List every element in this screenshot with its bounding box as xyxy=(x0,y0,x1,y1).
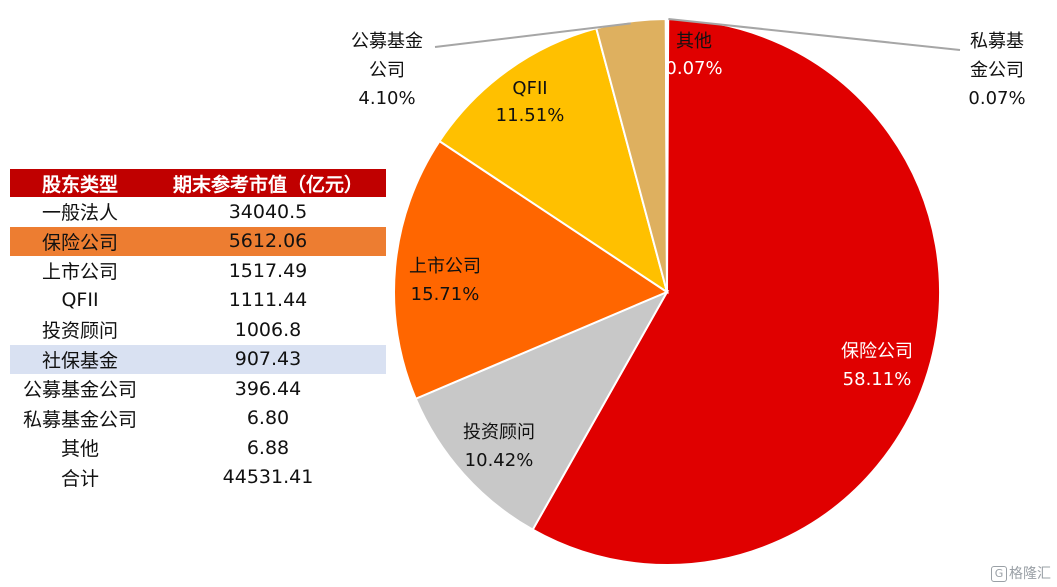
table-row: 保险公司 5612.06 xyxy=(10,226,386,256)
watermark: G 格隆汇 xyxy=(991,563,1051,583)
label-other-name: 其他 xyxy=(676,31,712,52)
row-type: 一般法人 xyxy=(41,202,118,225)
label-qfii-name: QFII xyxy=(512,78,547,99)
row-value: 6.88 xyxy=(246,436,290,459)
row-value: 1006.8 xyxy=(234,318,302,341)
label-private-fund-name: 私募基 xyxy=(970,31,1024,52)
header-value: 期末参考市值（亿元） xyxy=(172,173,363,196)
row-type: 投资顾问 xyxy=(41,320,118,343)
row-value: 1111.44 xyxy=(228,289,308,312)
leader-line-public-fund xyxy=(434,22,631,48)
label-listed-percent: 15.71% xyxy=(411,284,480,305)
label-public-fund-percent: 4.10% xyxy=(358,88,415,109)
row-type: 其他 xyxy=(60,438,99,461)
leader-line-private-fund xyxy=(668,18,961,51)
row-value: 5612.06 xyxy=(228,230,308,253)
pie-slice xyxy=(531,17,941,566)
pie-slice xyxy=(414,289,670,532)
row-type: 社保基金 xyxy=(41,349,118,372)
table-row: 上市公司 1517.49 xyxy=(10,256,386,286)
header-type: 股东类型 xyxy=(41,173,118,196)
pie-slice xyxy=(393,139,670,401)
label-private-fund-name-2: 金公司 xyxy=(970,60,1024,81)
row-value: 396.44 xyxy=(234,377,302,400)
table-row: 合计 44531.41 xyxy=(10,463,386,493)
row-type: 公募基金公司 xyxy=(22,379,137,402)
row-value: 44531.41 xyxy=(222,466,314,489)
row-type: QFII xyxy=(61,289,99,312)
table-row: QFII 1111.44 xyxy=(10,286,386,316)
label-public-fund-name: 公募基金 xyxy=(351,31,423,52)
row-type: 保险公司 xyxy=(41,231,118,254)
label-private-fund-percent: 0.07% xyxy=(968,88,1025,109)
label-qfii-percent: 11.51% xyxy=(496,105,565,126)
row-type: 私募基金公司 xyxy=(22,408,137,431)
table-row: 私募基金公司 6.80 xyxy=(10,404,386,434)
table-row: 一般法人 34040.5 xyxy=(10,197,386,227)
row-value: 1517.49 xyxy=(228,259,308,282)
label-insurance-percent: 58.11% xyxy=(843,369,912,390)
label-other-percent: 0.07% xyxy=(665,58,722,79)
shareholder-table: 股东类型 期末参考市值（亿元） 一般法人 34040.5 保险公司 5612.06 上市… xyxy=(10,169,386,492)
pie-slice xyxy=(438,27,669,295)
label-listed-name: 上市公司 xyxy=(409,256,481,277)
label-advisor-name: 投资顾问 xyxy=(463,422,535,443)
pie-slice xyxy=(664,17,668,293)
table-row: 公募基金公司 396.44 xyxy=(10,374,386,404)
row-type: 上市公司 xyxy=(41,261,118,284)
label-insurance-name: 保险公司 xyxy=(841,341,913,362)
watermark-text: 格隆汇 xyxy=(1009,566,1051,582)
row-value: 34040.5 xyxy=(228,200,308,223)
table-row: 投资顾问 1006.8 xyxy=(10,315,386,345)
label-advisor-percent: 10.42% xyxy=(465,450,534,471)
table-row: 社保基金 907.43 xyxy=(10,344,386,374)
watermark-logo-icon: G xyxy=(991,566,1007,582)
row-value: 6.80 xyxy=(246,407,290,430)
table-header: 股东类型 期末参考市值（亿元） xyxy=(10,169,386,197)
row-value: 907.43 xyxy=(234,348,302,371)
row-type: 合计 xyxy=(60,467,99,490)
table-row: 其他 6.88 xyxy=(10,433,386,463)
label-public-fund-name-2: 公司 xyxy=(369,60,405,81)
